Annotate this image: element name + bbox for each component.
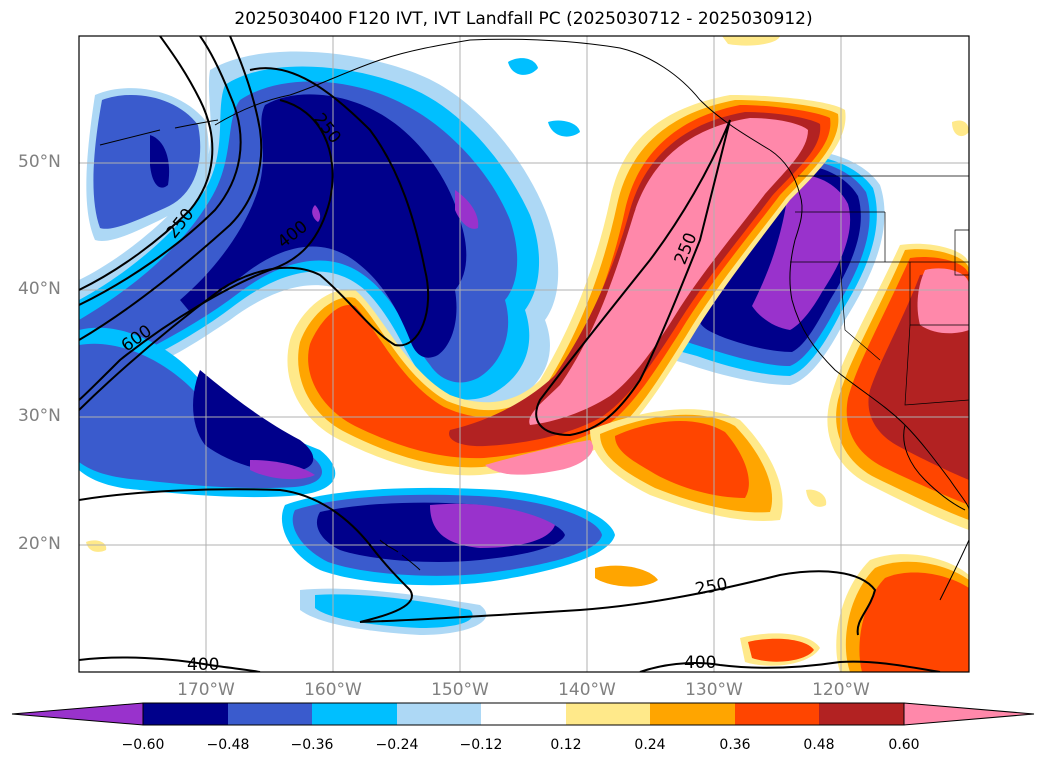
boundaries [790,175,969,406]
neg-region-north-strong-2 [312,205,321,222]
lat-label-40n: 40°N [18,279,61,299]
colorbar-seg-7 [650,703,735,725]
colorbar-label-2: −0.36 [290,737,334,753]
colorbar-seg-2 [228,703,312,725]
contour-600-nw [79,36,263,341]
neg-region-north-strong [455,190,479,229]
lon-label-150w: 150°W [431,680,489,700]
lon-label-170w: 170°W [177,680,235,700]
contour-label-400-se: 400 [684,653,716,673]
neg-region-small-north-2 [548,120,580,137]
colorbar-seg-3 [312,703,397,725]
gridlines [79,36,969,672]
colorbar-label-4: −0.12 [459,737,503,753]
contour-label-400-sw: 400 [187,655,219,675]
colorbar-label-7: 0.36 [719,737,751,753]
lon-label-130w: 130°W [685,680,743,700]
lon-label-160w: 160°W [304,680,362,700]
colorbar-seg-6 [566,703,650,725]
pos-region-small-mid [806,489,827,507]
neg-region-nw-mid [93,94,201,229]
colorbar-seg-1 [143,703,228,725]
contour-400-se [639,660,941,672]
pos-region-ar-strong [529,118,808,425]
colorbar-seg-4 [397,703,481,725]
contour-250-nw [79,36,214,291]
neg-region-west-strong [250,460,315,480]
contour-250-north [79,67,430,411]
contour-label-250-south: 250 [694,574,729,599]
colorbar-label-5: 0.12 [550,737,582,753]
coast-hawaii [379,539,421,571]
colorbar-seg-8 [735,703,819,725]
colorbar-label-3: −0.24 [375,737,419,753]
lon-label-120w: 120°W [812,680,870,700]
contour-250-coast [535,119,731,437]
pos-region-sw-mid [748,638,814,662]
pos-region-socal-strong [917,268,969,334]
pos-region-ar-strong-tail [485,440,594,475]
coast-bc-wa [769,149,803,241]
colorbar-frame [142,702,905,726]
colorbar-arrow-right [903,702,1035,726]
neg-region-coast-strong [752,174,851,330]
colorbar-arrow-left [11,702,144,726]
lat-label-30n: 30°N [18,406,61,426]
colorbar-label-0: −0.60 [121,737,165,753]
colorbar-label-1: −0.48 [206,737,250,753]
neg-region-small-north [508,58,538,75]
ivt-pc-field [79,36,969,672]
pos-region-small-w [86,540,107,552]
lon-label-140w: 140°W [558,680,616,700]
pos-region-sub-mid [615,420,749,498]
map-title: 2025030400 F120 IVT, IVT Landfall PC (20… [234,9,813,29]
plot-frame [78,35,970,673]
colorbar-label-6: 0.24 [634,737,666,753]
coast-baja [903,424,966,511]
neg-region-north-dark [180,94,467,358]
coast-mexico [939,539,969,601]
colorbar-label-9: 0.60 [888,737,920,753]
pos-region-small-ne [952,120,969,137]
colorbar [11,702,1035,726]
contour-400-nw [79,36,242,306]
contour-400-north [79,99,334,401]
coast-aleutians [99,119,219,146]
contour-400-sw [79,656,261,672]
coastlines [99,38,969,601]
colorbar-label-8: 0.48 [803,737,835,753]
colorbar-seg-5 [481,703,566,725]
ivt-contours [79,36,941,672]
contour-250-south [79,488,877,636]
lat-label-50n: 50°N [18,152,61,172]
coast-or-ca [789,239,969,511]
pos-region-ne-pale [722,36,780,46]
neg-region-west-dark [193,370,314,472]
lat-label-20n: 20°N [18,534,61,554]
coast-alaska [214,38,771,151]
neg-region-nw-dark [150,135,170,188]
colorbar-seg-9 [819,703,904,725]
neg-region-hawaii-strong [430,503,555,548]
pos-region-s-light [595,565,658,587]
